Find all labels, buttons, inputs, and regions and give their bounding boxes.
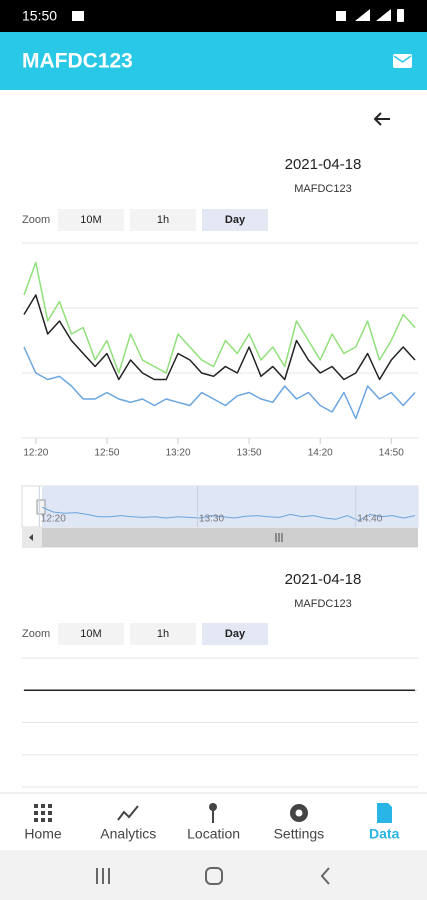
x-tick-label: 12:50 (94, 448, 119, 459)
status-icons (336, 9, 404, 22)
navigator-label: 14:40 (357, 514, 382, 525)
nav-item-label[interactable]: Settings (274, 826, 325, 842)
mail-icon[interactable] (393, 54, 412, 68)
series-line (23, 261, 416, 374)
back-arrow[interactable] (373, 112, 390, 126)
zoom-button-label[interactable]: 1h (157, 214, 169, 226)
system-bar (0, 850, 427, 900)
chart-title: 2021-04-18 (285, 156, 362, 173)
scrollbar-thumb[interactable] (42, 528, 418, 547)
zoom-button-label[interactable]: Day (225, 628, 246, 640)
navigator-handle[interactable] (36, 499, 46, 515)
x-tick-label: 14:20 (308, 448, 333, 459)
navigator-label: 13:30 (199, 514, 224, 525)
app-bar (0, 32, 427, 90)
x-tick-label: 13:50 (237, 448, 262, 459)
x-tick-label: 13:20 (166, 448, 191, 459)
nav-item-label[interactable]: Home (24, 826, 62, 842)
zoom-button-label[interactable]: Day (225, 214, 246, 226)
data-icon (377, 803, 392, 823)
app-title: MAFDC123 (22, 50, 133, 73)
chart-title: 2021-04-18 (285, 571, 362, 588)
system-buttons (96, 867, 330, 885)
navigator-label: 12:20 (41, 514, 66, 525)
zoom-button[interactable] (202, 209, 268, 231)
zoom-button[interactable] (130, 209, 196, 231)
series-line (23, 346, 416, 420)
zoom-label: Zoom (22, 628, 50, 640)
x-tick-label: 14:50 (379, 448, 404, 459)
navigator-line (41, 506, 416, 521)
zoom-label: Zoom (22, 214, 50, 226)
zoom-button-label[interactable]: 10M (80, 628, 101, 640)
zoom-button[interactable] (130, 623, 196, 645)
nav-item-label[interactable]: Analytics (100, 826, 156, 842)
scrollbar-grip (275, 533, 283, 542)
analytics-icon (117, 805, 139, 821)
nav-item-label[interactable]: Location (187, 826, 240, 842)
chart-subtitle: MAFDC123 (294, 598, 351, 610)
gallery-icon (72, 11, 84, 21)
nav-item-label[interactable]: Data (369, 826, 400, 842)
scrollbar-arrow[interactable] (29, 534, 33, 541)
zoom-button-label[interactable]: 1h (157, 628, 169, 640)
zoom-button[interactable] (58, 623, 124, 645)
status-time: 15:50 (22, 8, 57, 24)
zoom-button[interactable] (202, 623, 268, 645)
x-tick-label: 12:20 (23, 448, 48, 459)
status-bar (0, 0, 427, 32)
nav-items: Home Analytics Location Settings Data (24, 826, 399, 842)
settings-icon (290, 804, 308, 822)
home-icon (34, 804, 52, 822)
zoom-button[interactable] (58, 209, 124, 231)
series-line (23, 294, 416, 381)
chart-subtitle: MAFDC123 (294, 183, 351, 195)
location-icon (209, 803, 217, 823)
charts: 2021-04-18 MAFDC123 Zoom 10M 1h Day 12:20 12:50… (21, 156, 419, 788)
zoom-button-label[interactable]: 10M (80, 214, 101, 226)
